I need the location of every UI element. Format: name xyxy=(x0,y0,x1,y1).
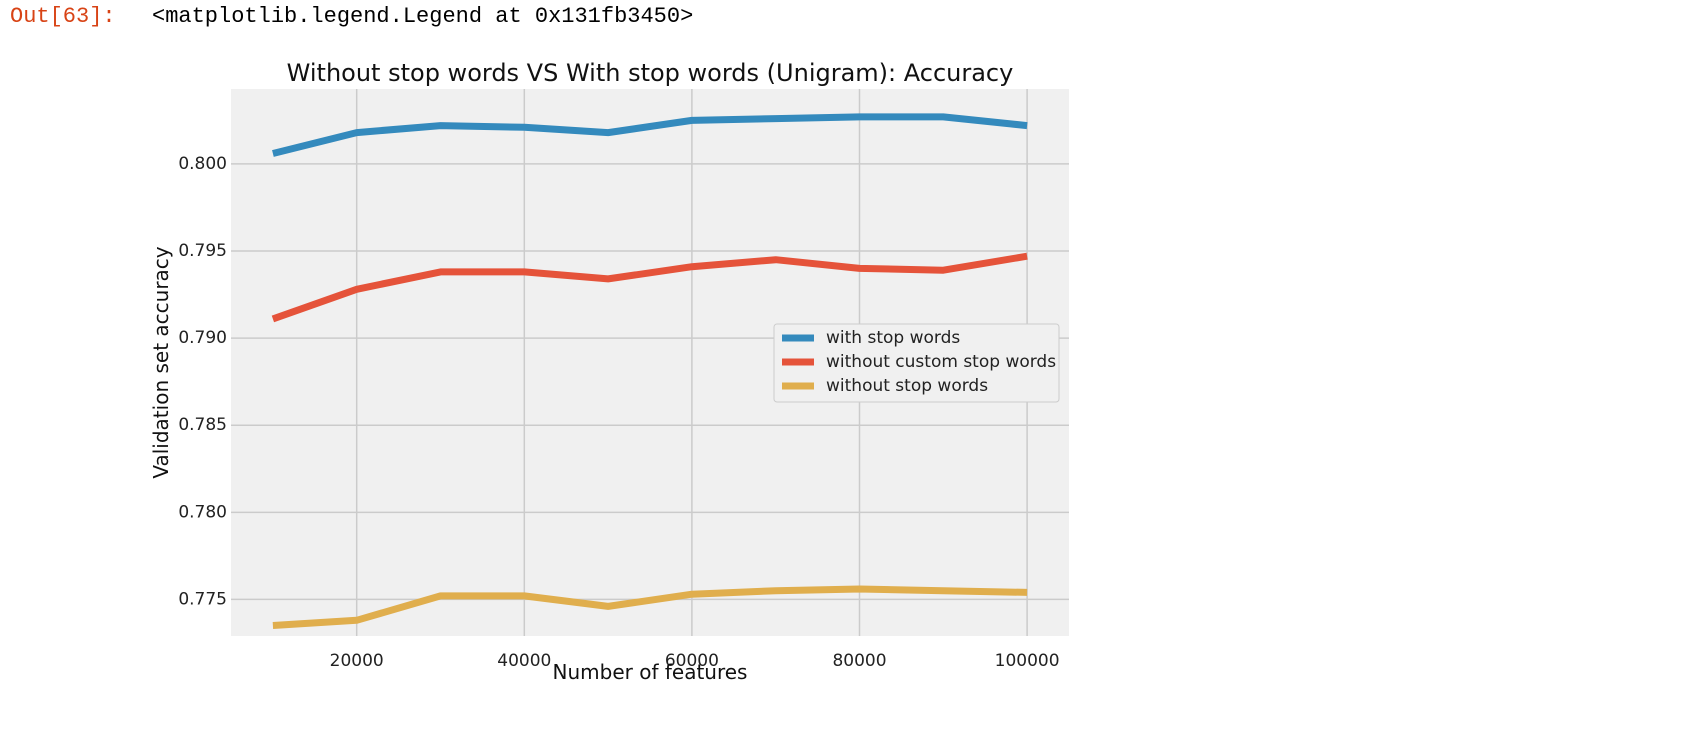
legend-box xyxy=(773,323,1060,403)
legend-label: without stop words xyxy=(826,376,988,396)
y-tick-label: 0.780 xyxy=(178,502,227,522)
y-tick-label: 0.800 xyxy=(178,154,227,174)
chart-title: Without stop words VS With stop words (U… xyxy=(287,59,1014,87)
x-axis-label: Number of features xyxy=(553,660,748,684)
x-tick-label: 80000 xyxy=(832,651,886,671)
x-tick-label: 100000 xyxy=(995,651,1060,671)
series-line xyxy=(272,113,1028,157)
y-tick-label: 0.785 xyxy=(178,415,227,435)
legend-label: without custom stop words xyxy=(826,352,1056,372)
y-axis-label: Validation set accuracy xyxy=(149,246,173,478)
series-line xyxy=(271,252,1028,323)
grid-lines xyxy=(231,89,1069,636)
y-tick-label: 0.775 xyxy=(178,589,227,609)
legend-label: with stop words xyxy=(826,328,960,348)
series-lines xyxy=(271,113,1028,629)
x-tick-label: 40000 xyxy=(497,651,551,671)
x-tick-label: 60000 xyxy=(665,651,719,671)
series-line xyxy=(272,585,1028,629)
y-tick-label: 0.790 xyxy=(178,328,227,348)
output-prompt: Out[63]: xyxy=(10,4,116,29)
x-tick-labels: 20000 40000 60000 80000 100000 xyxy=(330,651,1060,671)
y-tick-labels: 0.775 0.780 0.785 0.790 0.795 0.800 xyxy=(178,154,227,610)
x-tick-label: 20000 xyxy=(330,651,384,671)
output-text: <matplotlib.legend.Legend at 0x131fb3450… xyxy=(152,4,694,29)
legend: with stop words without custom stop words… xyxy=(773,323,1060,403)
y-tick-label: 0.795 xyxy=(178,241,227,261)
